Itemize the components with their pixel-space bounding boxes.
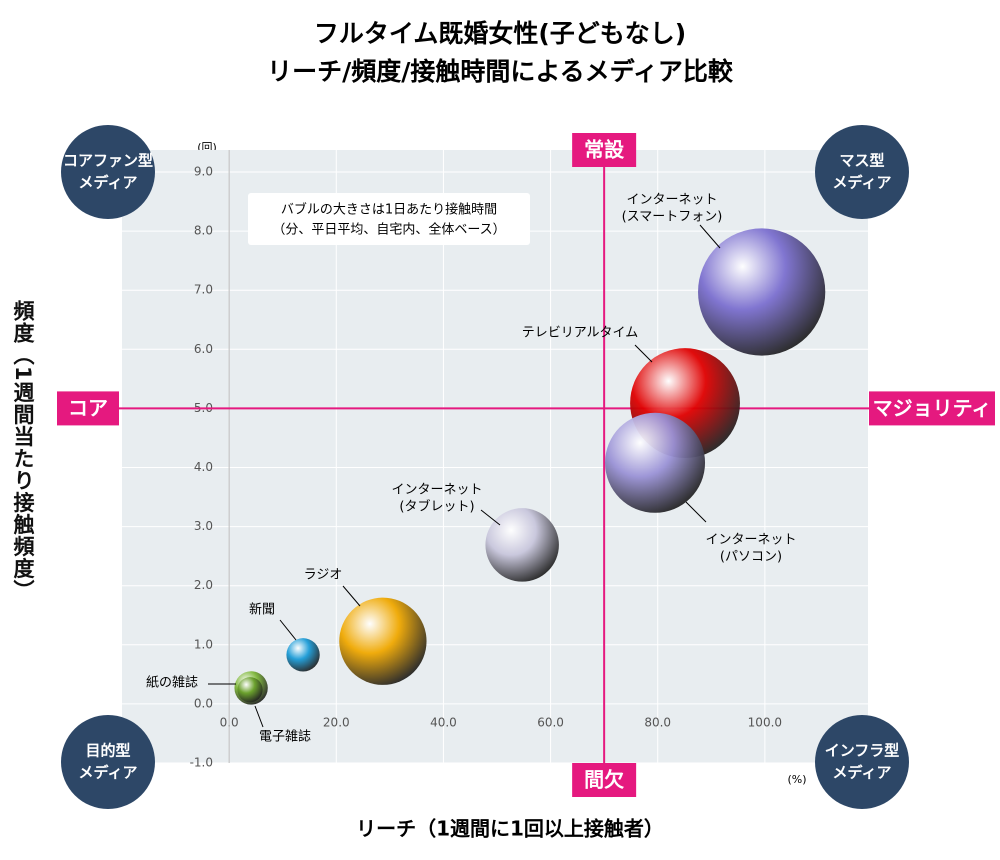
bubble-label: インターネット (705, 533, 796, 548)
y-axis-label: 頻度（1週間当たり接触頻度） (11, 300, 35, 602)
bubble (698, 228, 826, 356)
quadrant-label: メディア (833, 174, 892, 192)
reference-tag (572, 133, 637, 167)
x-tick-label: 80.0 (644, 716, 671, 730)
y-tick-label: 8.0 (194, 224, 213, 238)
bubble (339, 597, 427, 685)
note-box (248, 193, 530, 245)
bubble (237, 677, 263, 703)
quadrant-badge (61, 125, 155, 219)
x-tick-label: 40.0 (430, 716, 457, 730)
reference-tag (572, 763, 637, 797)
bubble-label: テレビリアルタイム (522, 326, 639, 341)
y-tick-label: 9.0 (194, 165, 213, 179)
bubble-label: (パソコン) (720, 550, 782, 565)
bubble-label: 紙の雑誌 (146, 675, 198, 691)
note: （分、平日平均、自宅内、全体ベース） (272, 222, 505, 238)
quadrant-label: メディア (833, 764, 892, 782)
leader-line (699, 224, 721, 249)
leader-line (685, 501, 707, 523)
y-tick-label: 1.0 (194, 637, 213, 651)
y-tick-label: 6.0 (194, 342, 213, 356)
y-tick-label: -1.0 (190, 756, 213, 770)
bubble-label: (タブレット) (399, 499, 474, 515)
quadrant-label: マス型 (839, 152, 884, 170)
x-tick-label: 60.0 (537, 716, 564, 730)
reference-label: マジョリティ (873, 396, 992, 420)
quadrant-badge (815, 715, 909, 809)
quadrant-label: メディア (79, 764, 138, 782)
quadrant-label: メディア (79, 174, 138, 192)
y-tick-label: 2.0 (194, 578, 213, 592)
chart-title: リーチ/頻度/接触時間によるメディア比較 (267, 57, 734, 86)
chart-title: フルタイム既婚女性(子どもなし) (314, 19, 686, 48)
x-unit: (%) (787, 773, 806, 786)
bubble (286, 638, 320, 672)
bubble (605, 412, 706, 513)
reference-label: 常設 (584, 138, 625, 162)
x-tick-label: 20.0 (323, 716, 350, 730)
quadrant-badge (61, 715, 155, 809)
quadrant-label: コアファン型 (63, 152, 153, 170)
reference-label: 間欠 (584, 768, 624, 792)
leader-line (342, 585, 361, 607)
reference-tag (57, 391, 119, 426)
y-tick-label: 7.0 (194, 283, 213, 297)
note: バブルの大きさは1日あたり接触時間 (281, 202, 497, 218)
x-axis-label: リーチ（1週間に1回以上接触者） (356, 817, 664, 841)
bubble-label: (スマートフォン) (622, 210, 723, 225)
quadrant-badge (815, 125, 909, 219)
bubble-label: インターネット (391, 483, 482, 498)
quadrant-label: 目的型 (85, 742, 130, 760)
leader-line (279, 619, 297, 641)
x-tick-label: 100.0 (748, 716, 782, 730)
leader-line (634, 344, 653, 363)
bubble-label: 新聞 (249, 602, 275, 618)
y-tick-label: 4.0 (194, 460, 213, 474)
bubble-label: インターネット (626, 193, 717, 208)
leader-line (254, 705, 264, 728)
reference-tag (869, 391, 995, 426)
quadrant-label: インフラ型 (825, 742, 900, 760)
bubble-label: ラジオ (304, 568, 343, 583)
reference-label: コア (68, 396, 108, 420)
bubble-label: 電子雑誌 (259, 729, 311, 745)
y-tick-label: 3.0 (194, 519, 213, 533)
leader-line (480, 509, 501, 526)
y-tick-label: 0.0 (194, 696, 213, 710)
bubble (485, 508, 559, 582)
